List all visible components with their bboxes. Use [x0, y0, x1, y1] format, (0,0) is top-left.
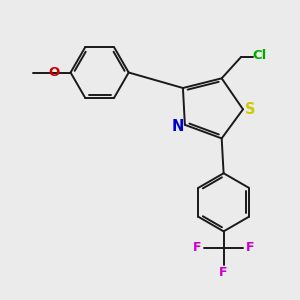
Text: F: F: [219, 266, 228, 279]
Text: O: O: [49, 66, 60, 79]
Text: Cl: Cl: [253, 49, 267, 62]
Text: N: N: [172, 119, 184, 134]
Text: F: F: [246, 241, 254, 254]
Text: F: F: [193, 241, 202, 254]
Text: S: S: [245, 102, 255, 117]
